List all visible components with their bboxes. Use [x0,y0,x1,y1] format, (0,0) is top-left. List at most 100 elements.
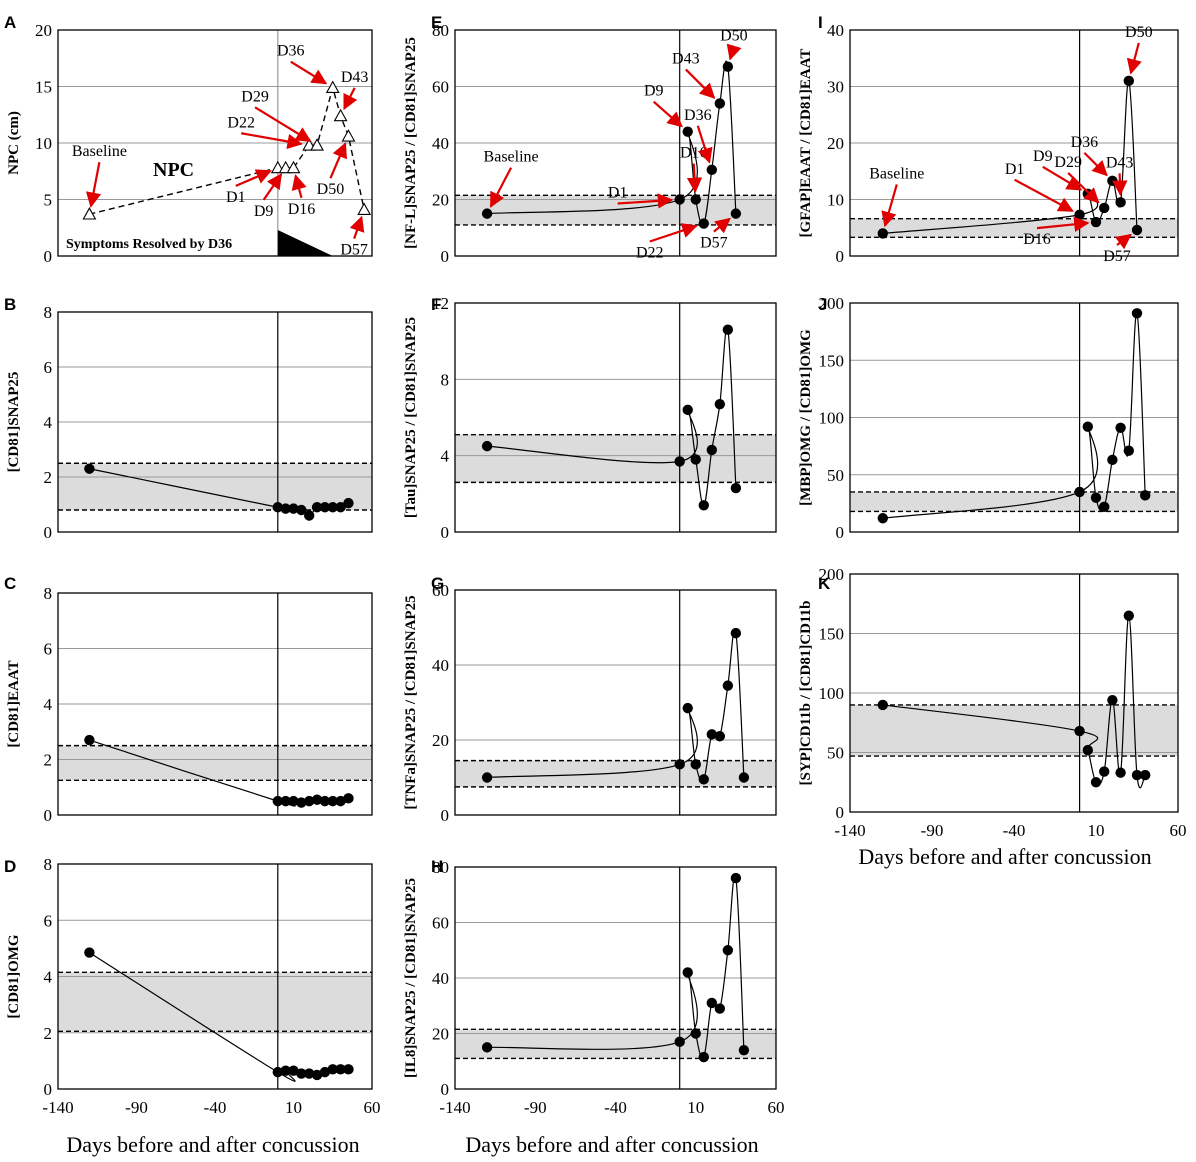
annotation-label: D43 [341,69,369,86]
y-tick-label: 8 [441,370,450,389]
annotation-arrow [489,167,513,208]
annotation-arrow [329,142,347,179]
annotation-arrow [1114,233,1132,250]
data-point [730,627,742,639]
annotation-label: D29 [1054,154,1082,171]
y-tick-label: 20 [432,191,449,210]
plot-frame [57,29,373,257]
reference-band [850,218,1178,238]
annotation-label: D43 [672,50,700,67]
data-point [272,795,283,807]
data-point [1107,694,1118,706]
annotation-label: D29 [241,88,269,105]
y-tick-label: 60 [432,78,449,97]
data-point [714,731,726,742]
annotation-arrow [1067,172,1100,204]
x-tick-label: 10 [687,1098,704,1117]
y-tick-label: 100 [819,409,845,428]
annotation-label: D9 [254,203,274,220]
y-axis-label: [NF-L]SNAP25 / [CD81]SNAP25 [403,37,419,249]
data-point [1115,767,1126,778]
data-point [304,795,315,807]
y-tick-label: 50 [827,744,844,763]
y-tick-label: 0 [44,247,53,266]
reference-band [58,745,372,781]
data-point [288,1065,299,1076]
x-tick-label: -140 [439,1098,470,1117]
annotation-arrow [652,100,683,128]
panel-letter-g: G [431,574,444,593]
panel-letter-c: C [4,574,16,593]
data-point [272,1066,283,1078]
x-tick-label: 10 [285,1098,302,1117]
annotation-label: D50 [720,28,748,45]
series-line [882,615,1146,789]
data-point [877,699,888,711]
data-point [738,772,750,783]
y-tick-label: 4 [44,968,53,987]
y-tick-label: 0 [441,1080,450,1099]
panel-letter-e: E [431,13,442,32]
y-tick-label: 0 [441,806,450,825]
annotation-arrow [685,68,716,99]
annotation-label: Baseline [484,149,539,166]
y-tick-label: 200 [819,565,845,584]
annotation-label: Baseline [869,165,924,182]
x-tick-label: -90 [524,1098,547,1117]
y-tick-label: 40 [827,21,844,40]
data-point [311,794,323,805]
plot-frame [454,589,777,816]
y-axis-label: [MBP]OMG / [CD81]OMG [798,329,814,506]
data-point [481,1042,493,1053]
data-point [288,795,299,807]
data-point [84,463,95,474]
x-tick-label: -40 [204,1098,227,1117]
data-point [341,129,356,142]
data-point [706,997,717,1009]
series-line [487,629,745,782]
data-point [325,80,340,93]
panel-b: B 0 2 4 6 8 [CD81]SNAP25 [4,295,373,542]
data-point [1131,308,1143,319]
y-tick-label: 40 [432,969,449,988]
panel-letter-d: D [4,857,16,876]
plot-frame [57,863,373,1090]
data-point [690,454,701,465]
annotation-arrow [617,193,674,209]
data-point [682,967,693,978]
annotation-arrow [291,174,307,199]
data-point [1140,490,1151,501]
panel-letter-f: F [431,295,441,314]
y-axis-label: [CD81]SNAP25 [6,372,22,473]
symptom-resolution-wedge [277,230,333,256]
y-axis-label: [TNFa]SNAP25 / [CD81]SNAP25 [403,595,419,809]
data-point [84,734,95,746]
data-point [1115,422,1126,434]
x-axis-label-col2: Days before and after concussion [465,1132,758,1157]
annotation-label: D9 [644,83,664,100]
y-tick-label: 30 [827,78,844,97]
data-point [335,502,346,513]
data-point [674,759,685,770]
panel-c: C 0 2 4 6 8 [CD81]EAAT [4,574,373,825]
data-point [877,513,888,524]
x-tick-label: 60 [1170,821,1187,840]
data-point [674,194,685,205]
y-tick-label: 50 [827,466,844,485]
data-point [288,503,299,514]
data-point [286,160,301,174]
data-point [319,1066,331,1078]
panel-letter-a: A [4,13,16,32]
y-tick-label: 6 [44,358,53,377]
data-point [296,1068,307,1079]
y-tick-label: 4 [441,447,450,466]
data-point [304,1068,315,1079]
data-point [690,759,701,770]
reference-band [455,434,776,483]
x-axis-label-col1: Days before and after concussion [66,1132,359,1157]
y-tick-label: 0 [836,803,845,822]
data-point [1099,202,1110,214]
data-point [82,207,97,220]
annotation-arrow [1042,165,1083,191]
y-tick-label: 8 [44,303,53,322]
